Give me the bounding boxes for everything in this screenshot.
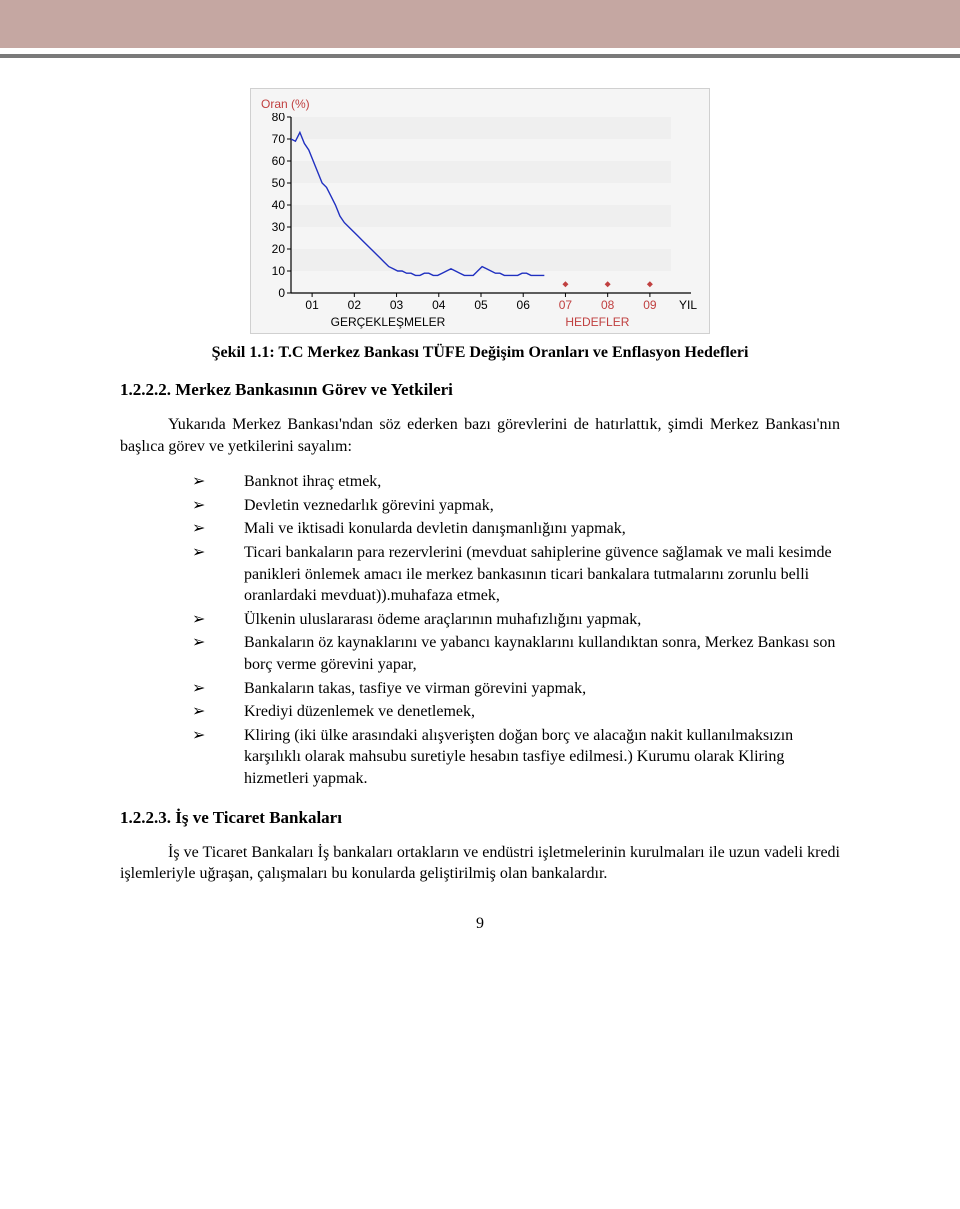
svg-text:05: 05	[474, 298, 488, 312]
svg-text:08: 08	[601, 298, 615, 312]
list-item: Banknot ihraç etmek,	[192, 471, 840, 493]
chart-legend-targets: HEDEFLER	[565, 315, 629, 329]
list-item: Kliring (iki ülke arasındaki alışverişte…	[192, 725, 840, 790]
svg-text:60: 60	[272, 154, 286, 168]
inflation-chart: Oran (%) 0 10 20 30 40 50 60 70 80 01 02 03 04 05 06 07…	[250, 88, 710, 334]
svg-text:80: 80	[272, 113, 286, 124]
svg-text:07: 07	[559, 298, 573, 312]
svg-text:0: 0	[278, 286, 285, 300]
list-item: Ticari bankaların para rezervlerini (mev…	[192, 542, 840, 607]
svg-text:02: 02	[348, 298, 362, 312]
chart-legend-actuals: GERÇEKLEŞMELER	[331, 315, 446, 329]
list-item: Bankaların öz kaynaklarını ve yabancı ka…	[192, 632, 840, 675]
svg-text:30: 30	[272, 220, 286, 234]
list-item: Devletin veznedarlık görevini yapmak,	[192, 495, 840, 517]
list-item: Mali ve iktisadi konularda devletin danı…	[192, 518, 840, 540]
svg-text:YIL: YIL	[679, 298, 697, 312]
svg-text:06: 06	[517, 298, 531, 312]
svg-text:03: 03	[390, 298, 404, 312]
figure-caption: Şekil 1.1: T.C Merkez Bankası TÜFE Değiş…	[120, 344, 840, 362]
list-item: Bankaların takas, tasfiye ve virman göre…	[192, 678, 840, 700]
svg-text:40: 40	[272, 198, 286, 212]
svg-text:70: 70	[272, 132, 286, 146]
svg-text:01: 01	[305, 298, 319, 312]
section-heading-banks: 1.2.2.3. İş ve Ticaret Bankaları	[120, 808, 840, 828]
duty-list: Banknot ihraç etmek,Devletin veznedarlık…	[120, 471, 840, 789]
svg-text:20: 20	[272, 242, 286, 256]
page-number: 9	[120, 915, 840, 933]
section-intro: Yukarıda Merkez Bankası'ndan söz ederken…	[120, 414, 840, 457]
header-band	[0, 0, 960, 48]
list-item: Krediyi düzenlemek ve denetlemek,	[192, 701, 840, 723]
section-heading-duties: 1.2.2.2. Merkez Bankasının Görev ve Yetk…	[120, 380, 840, 400]
svg-text:50: 50	[272, 176, 286, 190]
svg-text:10: 10	[272, 264, 286, 278]
svg-text:04: 04	[432, 298, 446, 312]
list-item: Ülkenin uluslararası ödeme araçlarının m…	[192, 609, 840, 631]
svg-text:09: 09	[643, 298, 657, 312]
chart-y-label: Oran (%)	[261, 97, 699, 111]
section2-para: İş ve Ticaret Bankaları İş bankaları ort…	[120, 842, 840, 885]
chart-canvas: 0 10 20 30 40 50 60 70 80 01 02 03 04 05 06 07 08 09 YIL	[261, 113, 701, 313]
